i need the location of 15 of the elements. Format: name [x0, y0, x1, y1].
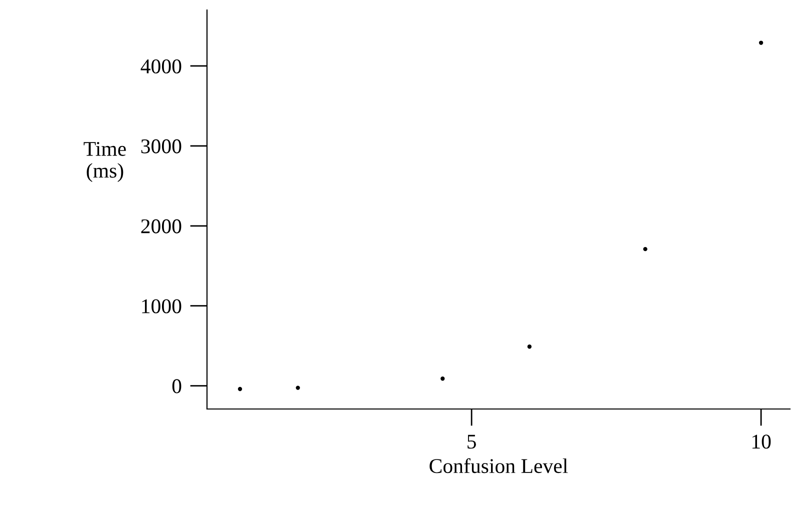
y-tick-label: 4000 — [140, 59, 182, 74]
x-tick-label: 10 — [752, 434, 771, 449]
point — [296, 386, 300, 390]
x-axis-title: Confusion Level — [430, 458, 568, 474]
point — [758, 40, 764, 45]
point — [440, 376, 445, 381]
point — [238, 386, 242, 392]
y-axis-title: Time (ms) — [84, 142, 126, 182]
y-tick-label: 3000 — [141, 139, 182, 154]
y-tick-label: 0 — [172, 379, 182, 394]
y-tick-label: 1000 — [142, 299, 182, 314]
point — [527, 344, 532, 349]
point — [643, 246, 648, 252]
x-tick-label: 5 — [468, 434, 476, 449]
y-tick-label: 2000 — [141, 219, 182, 234]
